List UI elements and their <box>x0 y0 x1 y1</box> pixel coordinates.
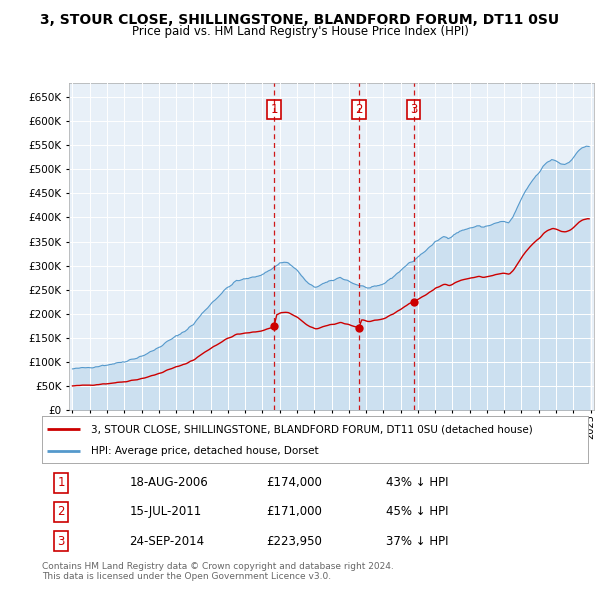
Text: 1: 1 <box>270 103 278 116</box>
Text: 3: 3 <box>410 103 417 116</box>
Text: 43% ↓ HPI: 43% ↓ HPI <box>386 476 448 489</box>
Text: 3, STOUR CLOSE, SHILLINGSTONE, BLANDFORD FORUM, DT11 0SU: 3, STOUR CLOSE, SHILLINGSTONE, BLANDFORD… <box>40 13 560 27</box>
Text: £171,000: £171,000 <box>266 505 322 519</box>
Text: 15-JUL-2011: 15-JUL-2011 <box>130 505 202 519</box>
Text: HPI: Average price, detached house, Dorset: HPI: Average price, detached house, Dors… <box>91 447 319 456</box>
Text: 3: 3 <box>58 535 65 548</box>
Text: 24-SEP-2014: 24-SEP-2014 <box>130 535 205 548</box>
Text: Price paid vs. HM Land Registry's House Price Index (HPI): Price paid vs. HM Land Registry's House … <box>131 25 469 38</box>
Text: 2: 2 <box>355 103 362 116</box>
Text: 37% ↓ HPI: 37% ↓ HPI <box>386 535 448 548</box>
Text: £223,950: £223,950 <box>266 535 322 548</box>
Text: 1: 1 <box>58 476 65 489</box>
Text: 3, STOUR CLOSE, SHILLINGSTONE, BLANDFORD FORUM, DT11 0SU (detached house): 3, STOUR CLOSE, SHILLINGSTONE, BLANDFORD… <box>91 424 533 434</box>
Text: Contains HM Land Registry data © Crown copyright and database right 2024.: Contains HM Land Registry data © Crown c… <box>42 562 394 571</box>
Text: £174,000: £174,000 <box>266 476 322 489</box>
Text: 45% ↓ HPI: 45% ↓ HPI <box>386 505 448 519</box>
Text: 2: 2 <box>58 505 65 519</box>
Text: This data is licensed under the Open Government Licence v3.0.: This data is licensed under the Open Gov… <box>42 572 331 581</box>
Text: 18-AUG-2006: 18-AUG-2006 <box>130 476 208 489</box>
